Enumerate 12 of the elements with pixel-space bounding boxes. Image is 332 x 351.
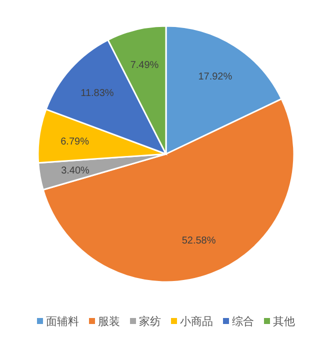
data-label: 11.83% — [80, 88, 114, 100]
legend-label: 综合 — [232, 315, 254, 328]
data-label: 6.79% — [60, 136, 90, 148]
legend-label: 面辅料 — [46, 315, 79, 328]
data-label: 3.40% — [61, 166, 90, 177]
legend-label: 家纺 — [139, 315, 161, 328]
legend-label: 服装 — [98, 315, 120, 328]
data-label: 17.92% — [198, 72, 232, 83]
legend-label: 其他 — [273, 315, 295, 328]
legend-label: 小商品 — [180, 315, 213, 328]
data-label: 7.49% — [130, 60, 159, 71]
data-label: 52.58% — [182, 236, 216, 247]
